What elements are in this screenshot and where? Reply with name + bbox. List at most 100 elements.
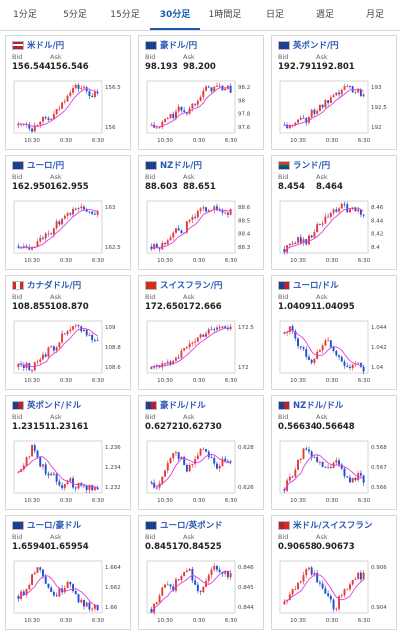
y-tick-label: 8.4 [371,245,380,251]
pair-name[interactable]: 英ポンド/ドル [27,401,82,411]
candle-down [177,357,180,359]
candle-up [324,340,327,346]
pair-name[interactable]: NZドル/ドル [293,401,344,411]
rate-card[interactable]: 英ポンド/円 Bid Ask 192.791 192.801 193 192.5 192 10:… [271,35,397,150]
candle-up [28,584,31,590]
ask-label: Ask [316,533,328,541]
plot-frame [146,560,236,614]
bid-value: 172.650 [145,302,184,312]
candle-up [17,471,20,473]
x-tick-label: 10:30 [290,258,306,264]
pair-name[interactable]: 豪ドル/ドル [160,401,206,411]
candlestick-chart[interactable]: 163 162.5 10:30 0:30 6:30 [10,197,126,267]
candle-up [36,124,39,126]
candle-down [210,457,213,459]
rate-card[interactable]: ユーロ/円 Bid Ask 162.950 162.955 163 162.5 10:30 0:… [5,155,131,270]
candlestick-chart[interactable]: 1.044 1.042 1.04 10:30 0:30 6:30 [276,317,392,387]
candlestick-chart[interactable]: 0.568 0.567 0.566 10:30 0:30 6:30 [276,437,392,507]
pair-name[interactable]: ユーロ/ドル [293,281,339,291]
pair-name[interactable]: ランド/円 [293,161,331,171]
moving-average-line [18,208,98,249]
rate-card[interactable]: 豪ドル/ドル Bid Ask 0.62721 0.62730 0.628 0.626 10:3… [138,395,264,510]
candle-up [175,452,177,454]
pair-name[interactable]: 豪ドル/円 [160,41,198,51]
rate-card[interactable]: NZドル/円 Bid Ask 88.603 88.651 88.6 88.5 88.4 88.3… [138,155,264,270]
bid-value: 192.791 [278,62,317,72]
pair-name[interactable]: ユーロ/円 [27,161,65,171]
candle-up [175,357,177,361]
candle-up [199,449,202,456]
rate-card[interactable]: NZドル/ドル Bid Ask 0.56634 0.56648 0.568 0.567 0.5… [271,395,397,510]
candle-down [359,362,362,367]
candle-up [294,242,297,244]
candlestick-chart[interactable]: 172.5 172 10:30 0:30 6:30 [143,317,259,387]
candle-down [202,334,205,337]
candle-up [357,362,360,364]
bid-label: Bid [12,293,23,301]
bid-value: 0.56634 [278,422,317,432]
moving-average-line [18,456,98,489]
rate-card[interactable]: ユーロ/英ポンド Bid Ask 0.84517 0.84525 0.846 0.845 0.… [138,515,264,630]
rate-card[interactable]: スイスフラン/円 Bid Ask 172.650 172.666 172.5 172 10:3… [138,275,264,390]
candle-up [340,203,343,209]
candlestick-chart[interactable]: 0.628 0.626 10:30 0:30 6:30 [143,437,259,507]
candlestick-chart[interactable]: 98.2 98 97.8 97.6 10:30 0:30 6:30 [143,77,259,147]
candle-up [351,477,354,483]
tab-4[interactable]: 30分足 [150,0,200,30]
candlestick-chart[interactable]: 1.664 1.662 1.66 10:30 0:30 6:30 [10,557,126,627]
candle-up [340,595,343,597]
candle-up [210,569,213,575]
candlestick-chart[interactable]: 1.236 1.234 1.232 10:30 0:30 6:30 [10,437,126,507]
candle-up [216,327,218,330]
candle-up [226,85,229,89]
rate-card[interactable]: 米ドル/スイスフラン Bid Ask 0.90658 0.90673 0.906 0.904… [271,515,397,630]
rate-card[interactable]: ユーロ/豪ドル Bid Ask 1.65940 1.65954 1.664 1.662 1.6… [5,515,131,630]
candle-down [61,485,64,489]
candlestick-chart[interactable]: 109 108.8 108.6 10:30 0:30 6:30 [10,317,126,387]
candlestick-chart[interactable]: 0.846 0.845 0.844 10:30 0:30 6:30 [143,557,259,627]
rate-card[interactable]: 豪ドル/円 Bid Ask 98.193 98.200 98.2 98 97.8 97.6 10:… [138,35,264,150]
candle-up [172,232,175,238]
candle-down [77,325,80,327]
pair-name[interactable]: 米ドル/スイスフラン [293,521,373,531]
candlestick-chart[interactable]: 193 192.5 192 10:30 0:30 6:30 [276,77,392,147]
rate-card[interactable]: 米ドル/円 Bid Ask 156.544 156.546 156.5 156 10:30 0:… [5,35,131,150]
pair-name[interactable]: ユーロ/豪ドル [27,521,82,531]
candle-up [42,464,44,467]
candle-up [335,460,338,463]
candle-down [310,567,313,575]
rate-card[interactable]: カナダドル/円 Bid Ask 108.855 108.870 109 108.8 108.6… [5,275,131,390]
x-tick-label: 0:30 [193,378,206,384]
pair-name[interactable]: NZドル/円 [160,161,202,171]
rate-card[interactable]: 英ポンド/ドル Bid Ask 1.23151 1.23161 1.236 1.234 1.2… [5,395,131,510]
tab-1[interactable]: 1分足 [13,10,37,20]
candle-up [308,116,310,123]
rate-card[interactable]: ユーロ/ドル Bid Ask 1.04091 1.04095 1.044 1.042 1.04… [271,275,397,390]
tab-6[interactable]: 日足 [265,10,284,20]
candle-up [50,118,53,120]
candle-down [218,327,221,329]
pair-name[interactable]: 英ポンド/円 [293,41,339,51]
pair-name[interactable]: ユーロ/英ポンド [160,521,223,531]
y-tick-label: 0.568 [371,445,387,451]
candle-down [55,595,58,597]
pair-name[interactable]: スイスフラン/円 [160,281,223,291]
y-tick-label: 0.628 [238,445,254,451]
pair-name[interactable]: 米ドル/円 [27,41,65,51]
candlestick-chart[interactable]: 8.46 8.44 8.42 8.4 10:30 0:30 6:30 [276,197,392,267]
tab-5[interactable]: 1時間足 [208,10,242,20]
candlestick-chart[interactable]: 0.906 0.904 10:30 0:30 6:30 [276,557,392,627]
candle-up [194,459,197,464]
x-tick-label: 6:30 [225,138,238,144]
candle-down [196,584,199,592]
candlestick-chart[interactable]: 156.5 156 10:30 0:30 6:30 [10,77,126,147]
tab-8[interactable]: 月足 [365,10,384,20]
candle-down [74,208,77,210]
tab-2[interactable]: 5分足 [63,10,87,20]
candlestick-chart[interactable]: 88.6 88.5 88.4 88.3 10:30 0:30 6:30 [143,197,259,267]
tab-7[interactable]: 週足 [315,10,334,20]
rate-card[interactable]: ランド/円 Bid Ask 8.454 8.464 8.46 8.44 8.42 8.4 10:3… [271,155,397,270]
tab-3[interactable]: 15分足 [110,10,140,20]
ch-flag-icon [145,281,157,290]
pair-name[interactable]: カナダドル/円 [27,281,82,291]
